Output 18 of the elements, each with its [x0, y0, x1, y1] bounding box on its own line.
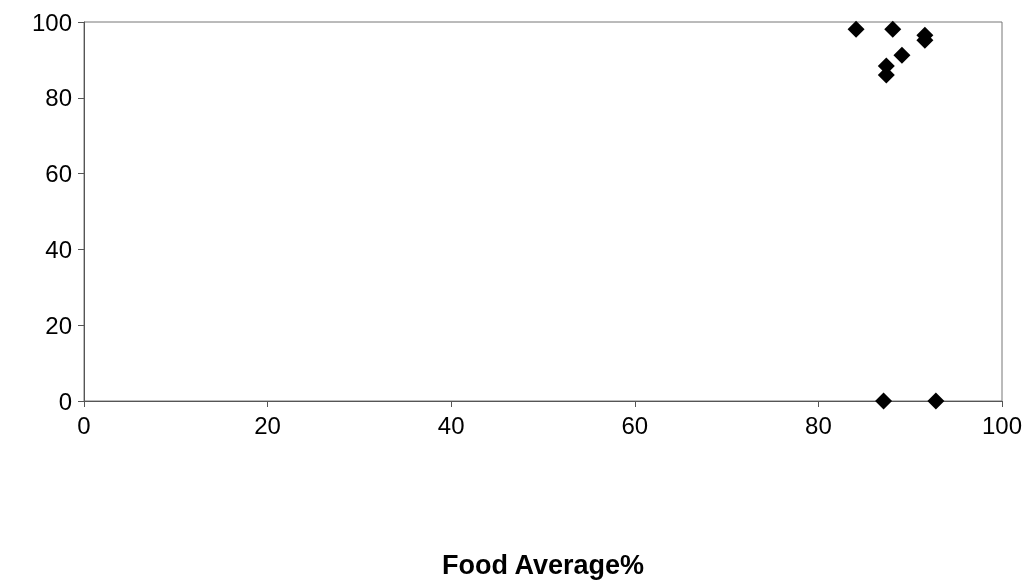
x-tick-label: 100 [981, 411, 1023, 439]
x-tick-label: 60 [621, 411, 649, 439]
point [884, 20, 902, 38]
point [847, 20, 865, 38]
y-tick-label: 80 [45, 84, 72, 112]
x-tick-label: 20 [254, 411, 281, 439]
x-axis-title: Food Average% [441, 549, 645, 580]
point [875, 392, 893, 410]
point [927, 392, 945, 410]
x-tick-label: 80 [805, 411, 832, 439]
y-tick-label: 20 [45, 311, 72, 339]
x-tick-label: 40 [437, 411, 465, 439]
point [893, 46, 911, 64]
y-tick-label: 0 [58, 387, 72, 415]
y-tick-label: 100 [31, 8, 72, 36]
y-tick-label: 40 [45, 235, 72, 263]
y-tick-label: 60 [45, 160, 72, 188]
x-tick-label: 0 [77, 411, 91, 439]
